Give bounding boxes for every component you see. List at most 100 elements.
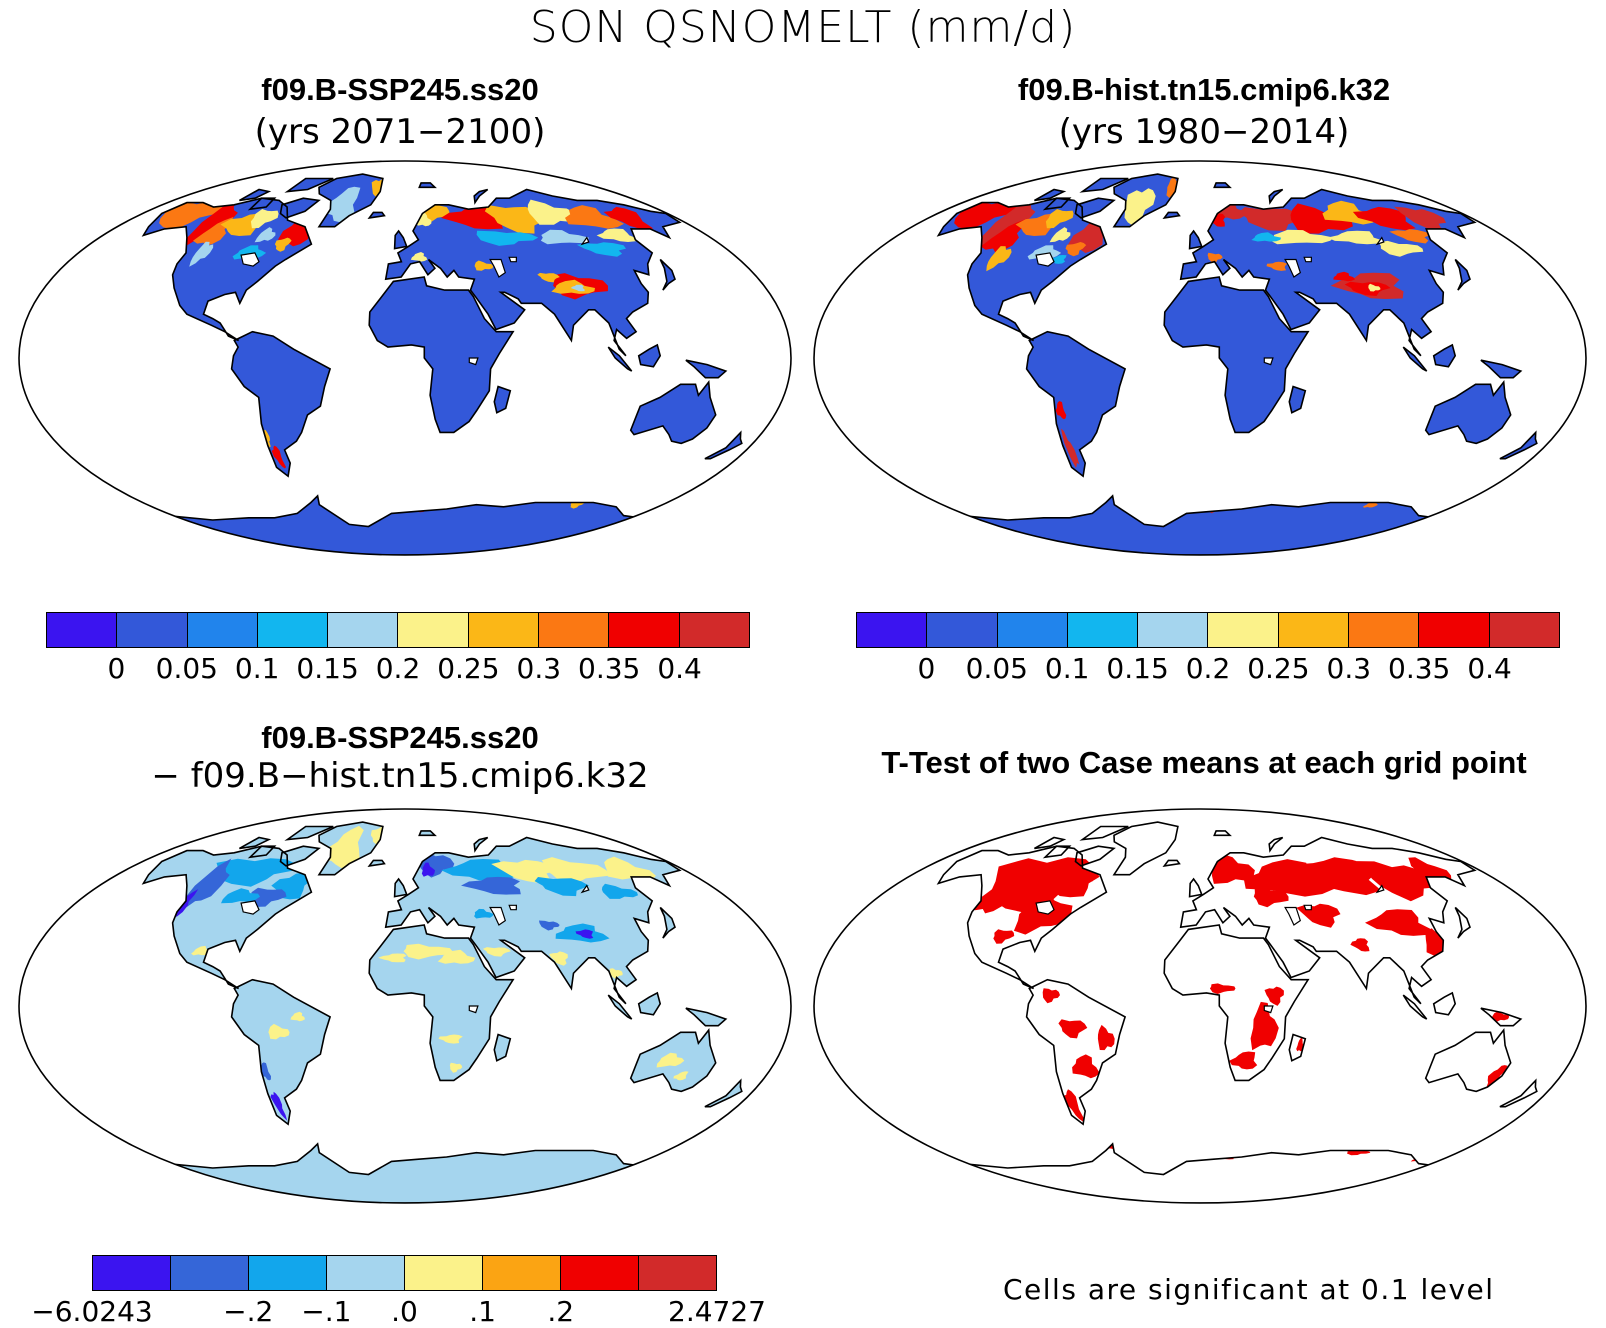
field-region	[437, 949, 476, 964]
landmass-borneo	[1433, 344, 1456, 367]
landmass-africa	[1164, 277, 1309, 433]
coastline	[393, 229, 408, 250]
lake	[580, 236, 590, 246]
field-region	[378, 953, 407, 963]
colorbar-tick-label: 0.4	[1467, 652, 1512, 685]
significance-region	[1350, 938, 1370, 952]
colorbar-tick-label: −6.0243	[31, 1295, 153, 1328]
colorbar-future	[46, 612, 750, 648]
field-region	[474, 908, 494, 919]
field-region	[975, 195, 1038, 248]
coastline	[284, 825, 334, 841]
map-future	[18, 160, 792, 556]
coastline	[1499, 1078, 1538, 1108]
coastline	[1188, 877, 1203, 898]
ttest-significance-note: Cells are significant at 0.1 level	[1003, 1273, 1495, 1306]
coastline	[230, 330, 332, 478]
colorbar-swatch	[249, 1256, 327, 1290]
colorbar-tick-label: 0.3	[516, 652, 562, 685]
coastline	[239, 836, 272, 850]
significance-region	[1250, 1001, 1279, 1051]
colorbar-swatch	[47, 613, 118, 647]
colorbar-tick-label: 0.2	[1185, 652, 1231, 685]
coastline	[704, 430, 743, 460]
colorbar-tick-label: 0.05	[155, 652, 218, 685]
colorbar-tick-label: 0	[917, 652, 936, 685]
landmass-sa	[231, 979, 331, 1125]
coastline	[1268, 836, 1284, 853]
coastline	[493, 385, 512, 414]
colorbar-swatch	[1067, 613, 1139, 647]
lake	[489, 258, 507, 278]
landmass-sumatra	[608, 995, 632, 1020]
coastline	[1288, 385, 1307, 414]
colorbar-tick-label: 0.35	[1388, 652, 1451, 685]
colorbar-tick-label: .2	[547, 1295, 575, 1328]
coastline	[1188, 229, 1203, 250]
figure-title: SON QSNOMELT (mm/d)	[529, 2, 1077, 53]
colorbar-swatch	[328, 613, 399, 647]
field-region	[565, 205, 624, 229]
coastline	[1074, 197, 1116, 219]
colorbar-tick-label: 0.05	[965, 652, 1028, 685]
colorbar-swatch	[171, 1256, 249, 1290]
field-region	[268, 1023, 290, 1040]
coastline	[1402, 994, 1428, 1020]
significance-region	[1408, 857, 1452, 882]
field-region	[1333, 271, 1356, 282]
coastline	[368, 924, 515, 1082]
coastline	[1480, 1007, 1523, 1027]
coastline	[1179, 188, 1477, 357]
landmass-arc1	[1034, 837, 1064, 849]
field-region	[575, 929, 594, 939]
coastline	[685, 1007, 728, 1027]
landmass-africa	[369, 277, 514, 433]
landmass-antarctica	[961, 1143, 1435, 1203]
coastline	[367, 859, 386, 867]
landmass-greenland	[1114, 822, 1178, 875]
coastline	[1025, 330, 1127, 478]
coastline	[418, 182, 437, 189]
map-border	[813, 160, 1587, 556]
panel-historical-subtitle: (yrs 1980−2014)	[1058, 112, 1350, 152]
landmass-africa	[369, 925, 514, 1081]
colorbar-tick-label: .1	[469, 1295, 496, 1328]
coastline	[1402, 346, 1428, 372]
landmass-uk	[1189, 231, 1202, 249]
field-region	[249, 887, 287, 907]
lake	[1035, 900, 1055, 915]
field-region	[1251, 232, 1281, 242]
panel-difference-title: f09.B-SSP245.ss20	[261, 720, 539, 755]
lake	[1284, 906, 1302, 926]
field-region	[1045, 209, 1074, 229]
coastline	[317, 821, 384, 876]
significance-region	[1042, 988, 1060, 1004]
field-region	[570, 284, 585, 292]
coastline	[166, 494, 643, 555]
lake	[1263, 357, 1274, 366]
field-region	[1393, 206, 1447, 232]
coastline	[473, 836, 489, 853]
field-region	[1266, 261, 1288, 271]
landmass-nz	[1499, 1080, 1537, 1107]
landmass-sa	[1026, 331, 1126, 477]
field-region	[271, 445, 286, 469]
colorbar-swatch	[1349, 613, 1420, 647]
landmass-antarctica	[166, 495, 640, 555]
coastline	[230, 978, 332, 1126]
significance-region	[1097, 1024, 1115, 1051]
field-region	[474, 260, 494, 271]
map-border	[18, 160, 792, 556]
coastline	[936, 845, 1108, 990]
colorbar-swatch	[327, 1256, 405, 1290]
colorbar-swatch	[117, 613, 188, 647]
coastline	[1179, 836, 1477, 1005]
landmass-madagascar	[494, 386, 511, 413]
field-region	[548, 951, 568, 966]
colorbar-swatch	[997, 613, 1068, 647]
field-region	[1238, 207, 1307, 231]
landmass-ng	[685, 360, 726, 378]
landmass-arc1	[239, 189, 269, 201]
field-region	[320, 825, 364, 869]
landmass-nz	[704, 1080, 742, 1107]
